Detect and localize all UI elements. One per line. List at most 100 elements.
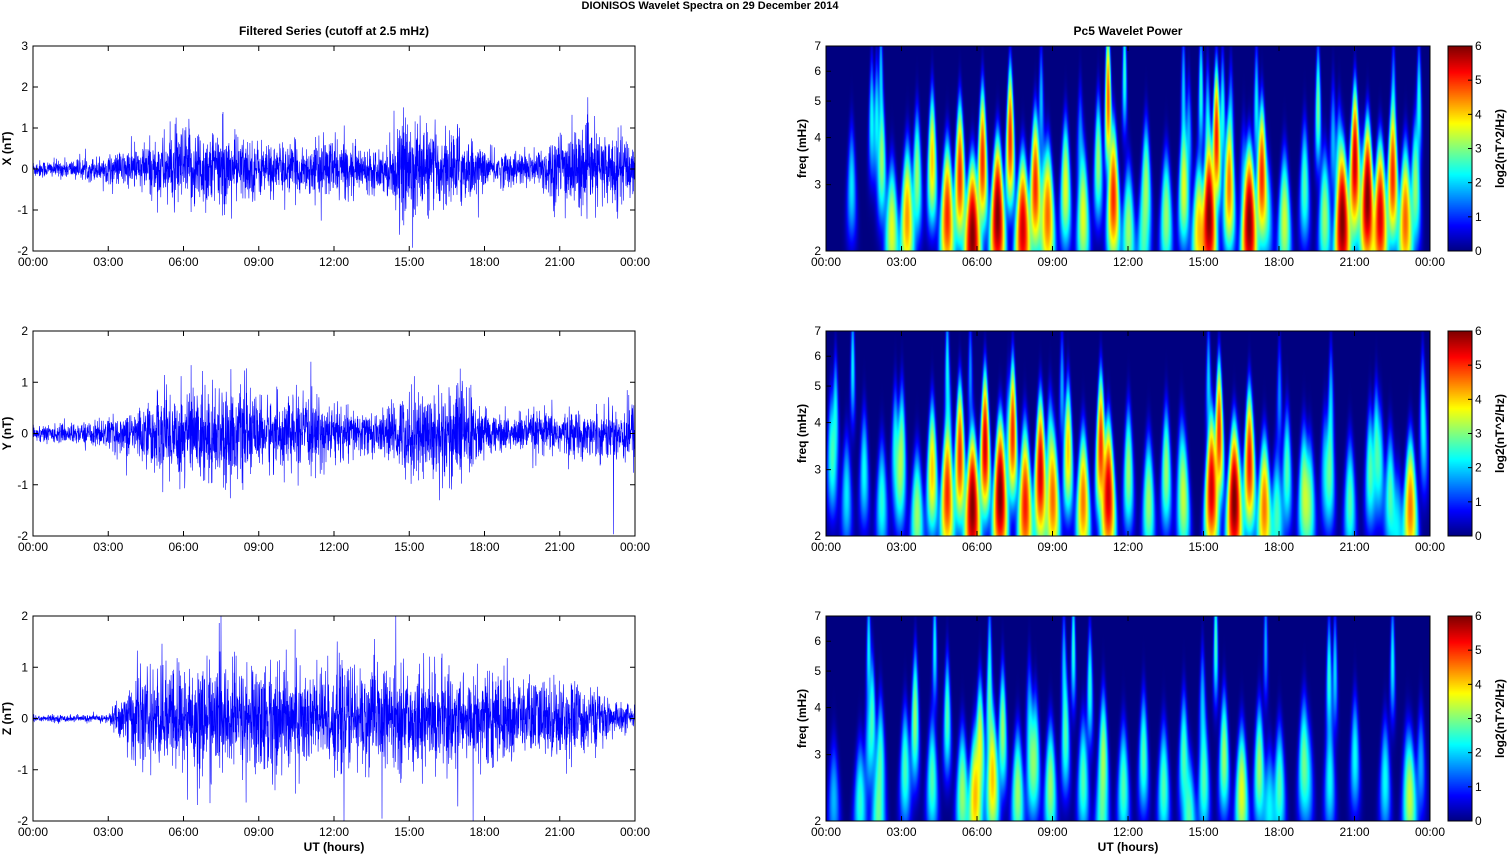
x-tick-label: 09:00	[1037, 825, 1067, 839]
x-tick-label: 00:00	[620, 255, 650, 269]
x-tick-label: 09:00	[244, 540, 274, 554]
y-tick-label: 3	[814, 748, 821, 762]
colorbar-tick-label: 2	[1475, 461, 1482, 475]
x-tick-label: 21:00	[545, 825, 575, 839]
y-tick-label: 0	[21, 427, 28, 441]
x-tick-label: 06:00	[168, 540, 198, 554]
wavelet-power-heatmap-Y	[826, 331, 1430, 536]
series-plot-Z: -2 -1 0 1 2 Z (nT)	[0, 609, 636, 828]
x-tick-label: 00:00	[18, 540, 48, 554]
y-tick-label: -2	[17, 529, 28, 543]
x-tick-label: 06:00	[168, 825, 198, 839]
y-tick-label: -1	[17, 203, 28, 217]
y-tick-label: -2	[17, 244, 28, 258]
y-tick-label: 3	[814, 463, 821, 477]
plot-frame	[825, 330, 1431, 537]
y-tick-label: 2	[21, 324, 28, 338]
x-tick-label: 18:00	[469, 825, 499, 839]
x-tick-label: 09:00	[244, 825, 274, 839]
y-tick-label: 5	[814, 379, 821, 393]
y-tick-label: 2	[21, 80, 28, 94]
y-tick-label: 6	[814, 634, 821, 648]
colorbar-tick-label: 6	[1475, 324, 1482, 338]
x-tick-label: 12:00	[1113, 255, 1143, 269]
x-tick-label: 09:00	[1037, 540, 1067, 554]
y-tick-label: 2	[814, 244, 821, 258]
x-tick-label: 06:00	[168, 255, 198, 269]
wavelet-power-heatmap-Z	[826, 616, 1430, 821]
plot-title: Pc5 Wavelet Power	[1074, 24, 1183, 38]
y-tick-label: 2	[21, 609, 28, 623]
colorbar-tick-label: 1	[1475, 780, 1482, 794]
colorbar-tick-label: 4	[1475, 107, 1482, 121]
x-tick-label: 00:00	[1415, 540, 1445, 554]
colorbar-tick-label: 3	[1475, 427, 1482, 441]
y-tick-label: 4	[814, 701, 821, 715]
colorbar-tick-label: 3	[1475, 142, 1482, 156]
series-plot-Y: -2 -1 0 1 2 Y (nT)	[0, 324, 636, 543]
x-tick-label: 18:00	[469, 540, 499, 554]
y-axis-label: Y (nT)	[0, 417, 14, 451]
y-tick-label: 0	[21, 162, 28, 176]
x-tick-label: 09:00	[244, 255, 274, 269]
x-tick-label: 21:00	[545, 540, 575, 554]
x-tick-label: 09:00	[1037, 255, 1067, 269]
x-tick-label: 03:00	[93, 255, 123, 269]
x-tick-label: 03:00	[93, 540, 123, 554]
colorbar-tick-label: 1	[1475, 210, 1482, 224]
x-tick-label: 03:00	[93, 825, 123, 839]
x-tick-label: 03:00	[886, 255, 916, 269]
y-tick-label: 6	[814, 64, 821, 78]
colorbar-tick-label: 6	[1475, 39, 1482, 53]
plot-frame	[825, 45, 1431, 252]
colorbar-tick-label: 2	[1475, 176, 1482, 190]
x-tick-label: 15:00	[394, 255, 424, 269]
colorbar-tick-label: 3	[1475, 712, 1482, 726]
x-tick-label: 15:00	[1188, 825, 1218, 839]
colorbar-label: log2(nT^2/Hz)	[1493, 394, 1507, 473]
x-tick-label: 03:00	[886, 540, 916, 554]
x-axis-label: UT (hours)	[304, 840, 365, 854]
x-tick-label: 21:00	[1339, 255, 1369, 269]
x-tick-label: 15:00	[394, 825, 424, 839]
y-tick-label: 1	[21, 121, 28, 135]
x-tick-label: 12:00	[319, 540, 349, 554]
colorbar-tick-label: 0	[1475, 814, 1482, 828]
series-plot-X: -2 -1 0 1 2 3 X (nT)	[0, 39, 636, 258]
x-tick-label: 06:00	[962, 540, 992, 554]
y-tick-label: 7	[814, 39, 821, 53]
x-tick-label: 15:00	[394, 540, 424, 554]
y-tick-label: -2	[17, 814, 28, 828]
x-tick-label: 06:00	[962, 825, 992, 839]
plot-frame	[32, 45, 636, 252]
y-tick-label: 5	[814, 94, 821, 108]
y-tick-label: 2	[814, 814, 821, 828]
colorbar-tick-label: 0	[1475, 244, 1482, 258]
colorbar-label: log2(nT^2/Hz)	[1493, 109, 1507, 188]
x-tick-label: 15:00	[1188, 255, 1218, 269]
x-tick-label: 18:00	[469, 255, 499, 269]
x-tick-label: 12:00	[319, 255, 349, 269]
x-axis-label: UT (hours)	[1098, 840, 1159, 854]
series-line-Y	[32, 361, 636, 535]
y-tick-label: 1	[21, 375, 28, 389]
colorbar-tick-label: 2	[1475, 746, 1482, 760]
colorbar-label: log2(nT^2/Hz)	[1493, 679, 1507, 758]
y-tick-label: -1	[17, 478, 28, 492]
y-tick-label: 7	[814, 609, 821, 623]
y-axis-label: Z (nT)	[0, 702, 14, 735]
colorbar-tick-label: 4	[1475, 392, 1482, 406]
x-tick-label: 18:00	[1264, 255, 1294, 269]
x-tick-label: 12:00	[1113, 540, 1143, 554]
colorbar-tick-label: 5	[1475, 643, 1482, 657]
plot-frame	[825, 615, 1431, 822]
x-tick-label: 00:00	[811, 825, 841, 839]
y-tick-label: 0	[21, 712, 28, 726]
figure-title: DIONISOS Wavelet Spectra on 29 December …	[582, 0, 840, 12]
x-tick-label: 21:00	[1339, 825, 1369, 839]
x-tick-label: 18:00	[1264, 825, 1294, 839]
y-axis-label: X (nT)	[0, 132, 14, 166]
y-tick-label: 4	[814, 131, 821, 145]
colorbar-tick-label: 5	[1475, 73, 1482, 87]
